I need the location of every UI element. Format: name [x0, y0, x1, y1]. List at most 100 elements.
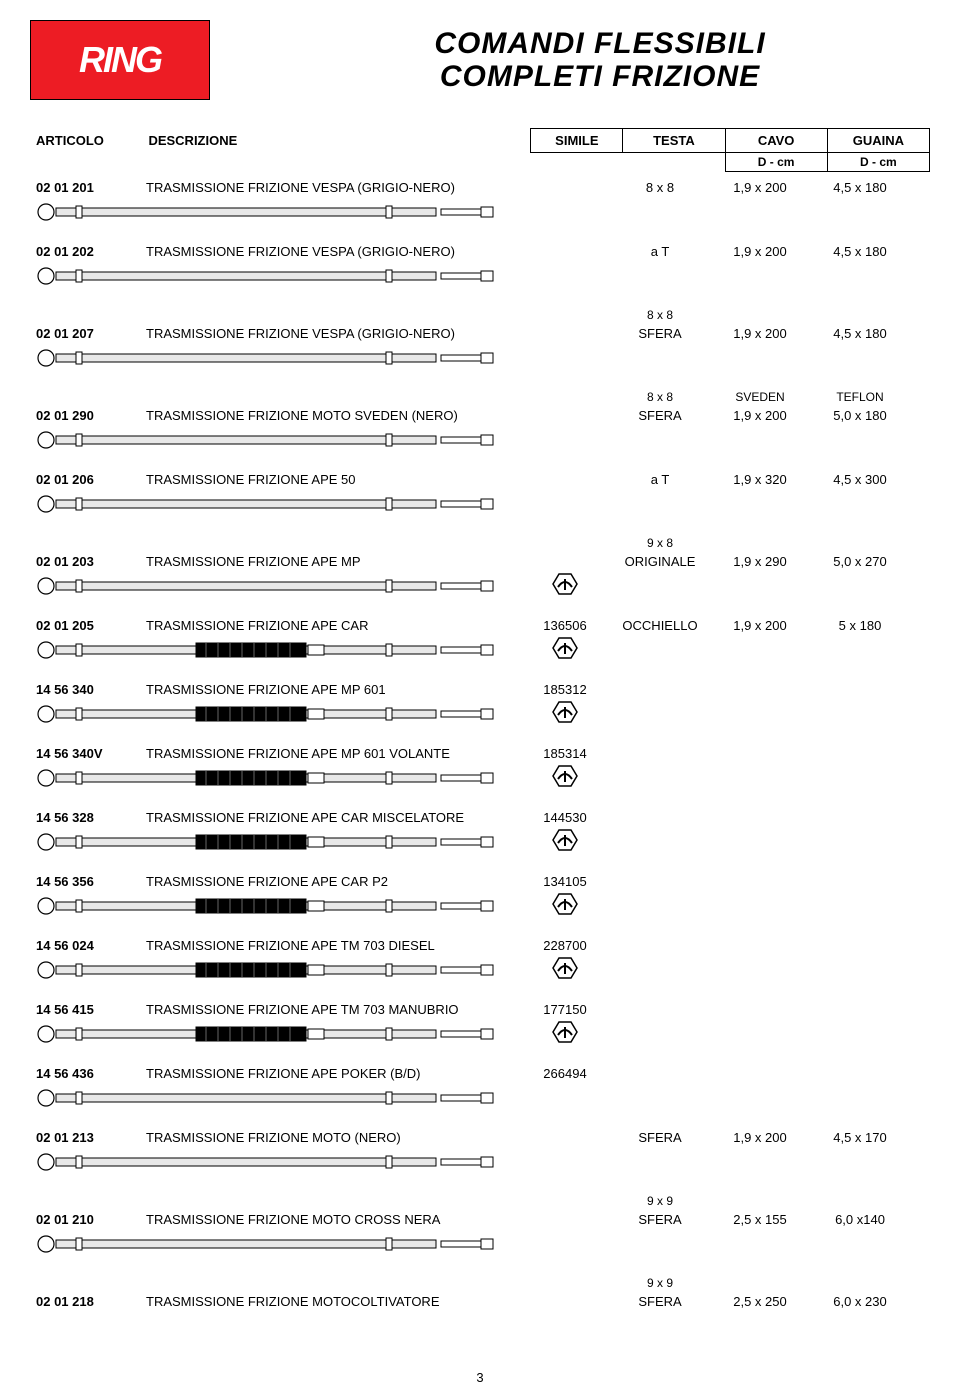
cable-illustration-icon [36, 265, 496, 287]
cell-cavo [710, 808, 810, 827]
piaggio-badge-icon [552, 701, 578, 723]
title-line-1: COMANDI FLESSIBILI [270, 27, 930, 60]
cell-cavo [710, 1064, 810, 1083]
cable-illustration-icon [36, 959, 496, 981]
cell-cavo: 1,9 x 290 [710, 552, 810, 571]
cell-descrizione: TRASMISSIONE FRIZIONE VESPA (GRIGIO-NERO… [140, 178, 520, 197]
header-guaina: GUAINA [827, 129, 929, 153]
cell-articolo: 02 01 213 [30, 1128, 140, 1147]
cell-descrizione: TRASMISSIONE FRIZIONE APE MP 601 VOLANTE [140, 744, 520, 763]
testa-extra: 9 x 8 [610, 534, 710, 552]
brand-logo-text: RING [79, 39, 161, 81]
table-row: 14 56 340V TRASMISSIONE FRIZIONE APE MP … [30, 744, 930, 794]
testa-extra: 9 x 9 [610, 1192, 710, 1210]
guaina-extra [810, 1192, 910, 1210]
cell-articolo: 14 56 024 [30, 936, 140, 955]
cell-descrizione: TRASMISSIONE FRIZIONE APE TM 703 DIESEL [140, 936, 520, 955]
guaina-extra: TEFLON [810, 388, 910, 406]
piaggio-badge-icon [552, 1021, 578, 1043]
guaina-extra [810, 1274, 910, 1292]
cell-simile: 136506 [520, 616, 610, 635]
subheader-cavo: D - cm [725, 153, 827, 172]
cell-testa [610, 1064, 710, 1083]
subheader-guaina: D - cm [827, 153, 929, 172]
cell-articolo: 14 56 328 [30, 808, 140, 827]
table-row: 02 01 202 TRASMISSIONE FRIZIONE VESPA (G… [30, 242, 930, 292]
cell-descrizione: TRASMISSIONE FRIZIONE APE POKER (B/D) [140, 1064, 520, 1083]
brand-logo: RING [30, 20, 210, 100]
cavo-extra: SVEDEN [710, 388, 810, 406]
cell-simile [520, 324, 610, 343]
cell-guaina [810, 1064, 910, 1083]
cell-simile [520, 470, 610, 489]
cell-testa [610, 872, 710, 891]
cell-testa [610, 680, 710, 699]
table-row: 14 56 436 TRASMISSIONE FRIZIONE APE POKE… [30, 1064, 930, 1114]
cell-guaina: 4,5 x 180 [810, 324, 910, 343]
cavo-extra [710, 1274, 810, 1292]
cell-articolo: 14 56 436 [30, 1064, 140, 1083]
rows-container: 02 01 201 TRASMISSIONE FRIZIONE VESPA (G… [30, 178, 930, 1311]
table-row: 9 x 9 02 01 218 TRASMISSIONE FRIZIONE MO… [30, 1274, 930, 1311]
cell-descrizione: TRASMISSIONE FRIZIONE MOTO SVEDEN (NERO) [140, 406, 520, 425]
cell-descrizione: TRASMISSIONE FRIZIONE APE 50 [140, 470, 520, 489]
cell-simile: 177150 [520, 1000, 610, 1019]
cable-illustration-icon [36, 575, 496, 597]
cell-descrizione: TRASMISSIONE FRIZIONE VESPA (GRIGIO-NERO… [140, 324, 520, 343]
cable-illustration-icon [36, 347, 496, 369]
cell-guaina: 6,0 x 230 [810, 1292, 910, 1311]
page-title-block: COMANDI FLESSIBILI COMPLETI FRIZIONE [270, 27, 930, 93]
cell-simile [520, 406, 610, 425]
cell-simile [520, 1292, 610, 1311]
table-row: 8 x 8 02 01 207 TRASMISSIONE FRIZIONE VE… [30, 306, 930, 374]
cable-illustration-icon [36, 1233, 496, 1255]
cell-descrizione: TRASMISSIONE FRIZIONE MOTO (NERO) [140, 1128, 520, 1147]
cell-simile: 228700 [520, 936, 610, 955]
guaina-extra [810, 306, 910, 324]
cable-illustration-icon [36, 1151, 496, 1173]
table-row: 9 x 9 02 01 210 TRASMISSIONE FRIZIONE MO… [30, 1192, 930, 1260]
cell-guaina: 4,5 x 170 [810, 1128, 910, 1147]
cell-articolo: 14 56 415 [30, 1000, 140, 1019]
cell-testa: SFERA [610, 1128, 710, 1147]
cell-simile [520, 1128, 610, 1147]
table-row: 8 x 8 SVEDEN TEFLON 02 01 290 TRASMISSIO… [30, 388, 930, 456]
testa-extra: 8 x 8 [610, 306, 710, 324]
cell-guaina [810, 680, 910, 699]
cell-guaina: 4,5 x 180 [810, 242, 910, 261]
cable-illustration-icon [36, 429, 496, 451]
cell-articolo: 14 56 340 [30, 680, 140, 699]
cell-cavo: 1,9 x 200 [710, 616, 810, 635]
cell-cavo: 1,9 x 200 [710, 406, 810, 425]
cell-testa [610, 1000, 710, 1019]
cell-testa: SFERA [610, 1292, 710, 1311]
cell-guaina [810, 1000, 910, 1019]
column-headers: ARTICOLO DESCRIZIONE SIMILE TESTA CAVO G… [30, 128, 930, 172]
header-cavo: CAVO [725, 129, 827, 153]
cell-testa: OCCHIELLO [610, 616, 710, 635]
cell-guaina [810, 744, 910, 763]
testa-extra: 8 x 8 [610, 388, 710, 406]
header-testa: TESTA [623, 129, 725, 153]
cell-articolo: 02 01 207 [30, 324, 140, 343]
cell-cavo: 2,5 x 250 [710, 1292, 810, 1311]
cell-cavo: 1,9 x 320 [710, 470, 810, 489]
cell-descrizione: TRASMISSIONE FRIZIONE VESPA (GRIGIO-NERO… [140, 242, 520, 261]
cell-cavo: 1,9 x 200 [710, 242, 810, 261]
cell-simile: 134105 [520, 872, 610, 891]
cell-guaina: 4,5 x 180 [810, 178, 910, 197]
testa-extra: 9 x 9 [610, 1274, 710, 1292]
cable-illustration-icon [36, 831, 496, 853]
cell-testa: SFERA [610, 406, 710, 425]
header-articolo: ARTICOLO [30, 129, 142, 153]
cell-guaina [810, 872, 910, 891]
piaggio-badge-icon [552, 829, 578, 851]
cell-descrizione: TRASMISSIONE FRIZIONE APE CAR [140, 616, 520, 635]
table-row: 02 01 201 TRASMISSIONE FRIZIONE VESPA (G… [30, 178, 930, 228]
cell-simile [520, 178, 610, 197]
table-row: 02 01 213 TRASMISSIONE FRIZIONE MOTO (NE… [30, 1128, 930, 1178]
guaina-extra [810, 534, 910, 552]
cell-cavo [710, 936, 810, 955]
header-descrizione: DESCRIZIONE [142, 129, 530, 153]
cell-cavo: 1,9 x 200 [710, 1128, 810, 1147]
